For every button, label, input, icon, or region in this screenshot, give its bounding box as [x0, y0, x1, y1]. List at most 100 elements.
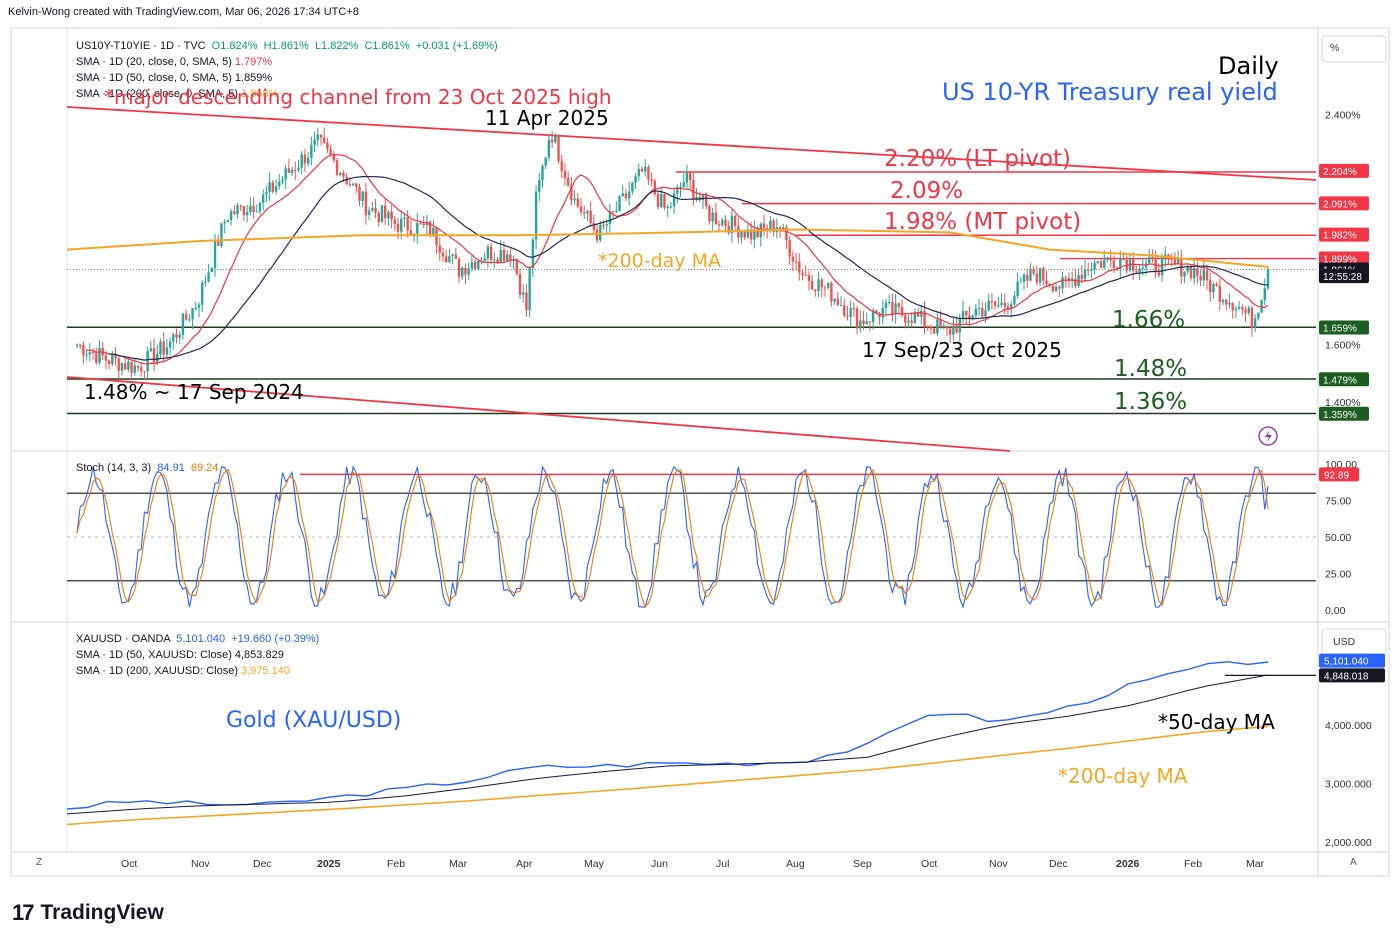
candle-body — [871, 310, 875, 323]
sma200-label[interactable]: SMA · 1D (200, close, 0, SMA, 5) — [76, 88, 239, 100]
candles-group — [75, 127, 1270, 380]
candle-body — [351, 183, 355, 186]
candle-body — [1096, 261, 1100, 263]
candle-body — [428, 221, 432, 236]
time-axis-label: Dec — [1049, 858, 1068, 870]
candle-body — [258, 202, 262, 212]
candle-body — [974, 308, 978, 316]
candle-body — [416, 223, 419, 234]
candle-body — [705, 194, 708, 207]
gold-symbol-label[interactable]: XAUUSD · OANDA — [76, 633, 171, 645]
candle-body — [788, 240, 791, 257]
gold-ma200-note: *200-day MA — [1058, 764, 1188, 788]
candle-body — [1247, 307, 1250, 313]
candle-body — [936, 319, 939, 334]
price-tick-label: 1.400% — [1325, 397, 1361, 409]
price-tag — [1319, 320, 1369, 335]
sma200-line — [66, 228, 1269, 268]
gold-sma50-tag — [1319, 668, 1385, 683]
candle-body — [239, 205, 242, 207]
candle-body — [515, 259, 519, 274]
candle-body — [117, 358, 120, 371]
candle-body — [1042, 267, 1045, 281]
candle-body — [1218, 285, 1222, 303]
candle-body — [566, 178, 570, 186]
time-axis-label: 2026 — [1116, 858, 1140, 870]
candle-body — [730, 215, 734, 234]
stoch-tick-label: 25.00 — [1325, 569, 1351, 581]
candle-body — [454, 254, 458, 259]
candle-body — [143, 371, 146, 373]
gold-legend: XAUUSD · OANDA 5,101.040 +19.660 (+0.39%… — [76, 631, 319, 679]
daily-label: Daily — [1218, 52, 1279, 80]
candle-body — [727, 225, 730, 234]
candle-body — [592, 223, 596, 230]
candle-body — [1205, 270, 1209, 281]
price-tag-label: 1.479% — [1323, 375, 1357, 386]
candle-body — [534, 191, 538, 240]
gold-sma50-label[interactable]: SMA · 1D (50, XAUUSD: Close) — [76, 649, 232, 661]
candle-body — [1196, 268, 1199, 277]
candle-body — [624, 193, 628, 199]
log-scale-button[interactable]: Z — [36, 857, 43, 868]
gold-change-value: +19.660 (+0.39%) — [231, 633, 320, 645]
candle-body — [608, 211, 612, 225]
candle-body — [740, 231, 743, 238]
candle-body — [499, 250, 502, 263]
candle-body — [252, 206, 255, 212]
alert-lightning-glyph — [1265, 430, 1272, 443]
candle-body — [406, 217, 409, 231]
candle-body — [1109, 257, 1112, 261]
gold-tick-label: 3,000.000 — [1325, 779, 1372, 791]
candle-body — [255, 211, 258, 213]
candle-body — [1135, 270, 1138, 273]
candle-body — [644, 166, 647, 172]
candle-body — [573, 198, 576, 201]
candle-body — [271, 182, 275, 192]
candle-body — [528, 267, 531, 310]
candle-body — [162, 341, 165, 355]
stoch-k-line — [76, 465, 1269, 610]
candle-body — [79, 344, 82, 346]
candle-body — [287, 168, 291, 173]
time-axis-label: Jul — [716, 858, 729, 870]
candle-body — [387, 211, 390, 219]
candle-body — [563, 171, 567, 179]
candle-body — [714, 212, 718, 225]
gold-sma50-line — [66, 674, 1269, 815]
candle-body — [342, 173, 345, 177]
time-axis-label: Oct — [921, 858, 937, 870]
candle-body — [1215, 284, 1218, 286]
stoch-label[interactable]: Stoch (14, 3, 3) — [76, 462, 152, 474]
candle-body — [884, 302, 888, 308]
candle-body — [332, 154, 336, 161]
candle-body — [261, 194, 265, 203]
candle-body — [1006, 306, 1010, 309]
candle-body — [1237, 306, 1241, 309]
candle-body — [939, 319, 942, 328]
gold-unit-label: USD — [1333, 636, 1356, 648]
sma20-label[interactable]: SMA · 1D (20, close, 0, SMA, 5) — [76, 56, 232, 68]
candle-body — [798, 261, 801, 273]
price-tick-label: 2.400% — [1325, 110, 1361, 122]
candle-body — [473, 262, 477, 269]
candle-body — [634, 176, 637, 183]
unit-box — [1321, 35, 1387, 63]
candle-body — [1106, 257, 1109, 260]
gold-sma200-label[interactable]: SMA · 1D (200, XAUUSD: Close) — [76, 665, 238, 677]
candle-body — [531, 239, 535, 268]
sma50-label[interactable]: SMA · 1D (50, close, 0, SMA, 5) — [76, 72, 232, 84]
gold-tick-label: 4,000.000 — [1325, 720, 1372, 732]
candle-body — [599, 225, 602, 241]
candle-body — [284, 168, 287, 180]
candle-body — [666, 206, 669, 208]
auto-scale-button[interactable]: A — [1350, 857, 1357, 868]
candle-body — [605, 224, 608, 226]
r209-label: 2.09% — [890, 178, 964, 204]
candle-body — [1000, 302, 1003, 305]
candle-body — [172, 334, 175, 342]
candle-body — [544, 157, 547, 166]
candle-body — [570, 185, 573, 201]
symbol-label[interactable]: US10Y-T10YIE · 1D · TVC — [76, 40, 206, 52]
